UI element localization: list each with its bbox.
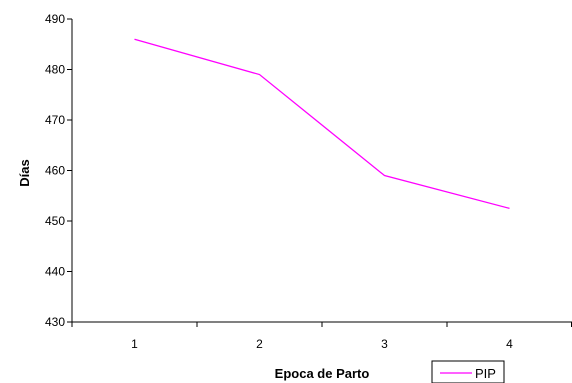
x-tick-label: 1 [131,337,138,351]
x-tick-label: 3 [381,337,388,351]
legend-box [431,360,505,383]
x-axis: 1 2 3 4 [71,321,572,351]
legend-label-pip: PIP [475,366,496,381]
y-tick-label: 470 [45,113,65,127]
y-tick-label: 450 [45,214,65,228]
y-tick-label: 480 [45,63,65,77]
y-tick-label: 440 [45,265,65,279]
y-tick-label: 490 [45,12,65,26]
y-tick-label: 460 [45,164,65,178]
y-axis-title: Días [17,159,32,186]
y-tick-label: 430 [45,315,65,329]
series-line-pip [134,38,510,210]
x-tick-label: 2 [256,337,263,351]
legend: PIP [431,360,505,383]
x-axis-title: Epoca de Parto [275,366,370,381]
series-layer [134,38,510,210]
x-tick-label: 4 [506,337,513,351]
y-axis: 430 440 450 460 470 480 490 [45,12,73,329]
